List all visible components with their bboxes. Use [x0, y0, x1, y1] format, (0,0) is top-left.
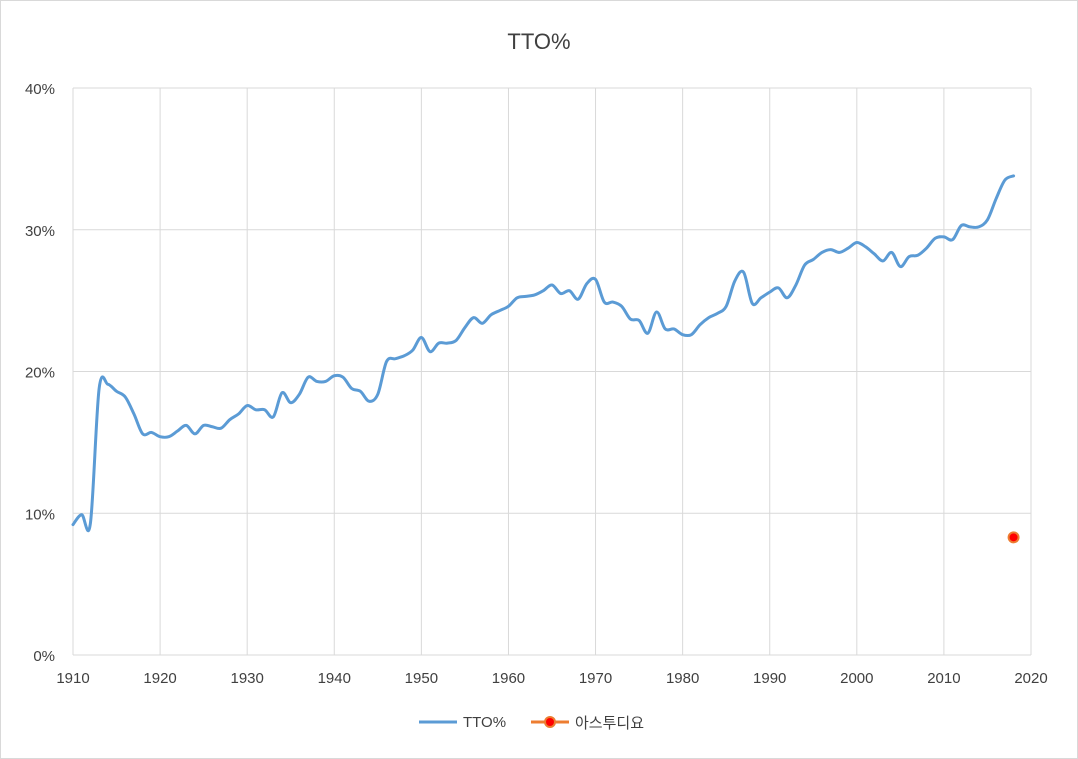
y-tick-label: 0%: [33, 648, 55, 665]
y-tick-label: 10%: [25, 506, 55, 523]
legend-label-tto: TTO%: [463, 714, 506, 731]
x-tick-label: 1990: [753, 670, 786, 687]
x-tick-label: 1930: [230, 670, 263, 687]
x-tick-label: 2010: [927, 670, 960, 687]
series-line-tto: [71, 174, 1016, 533]
legend-swatch-marker-astudillo: [544, 716, 556, 728]
x-tick-label: 1980: [666, 670, 699, 687]
series-point-astudillo: [1007, 531, 1020, 544]
y-tick-label: 20%: [25, 365, 55, 382]
series-group: [71, 174, 1020, 544]
legend-label-astudillo: 아스투디요: [575, 715, 644, 732]
x-tick-label: 1970: [579, 670, 612, 687]
x-tick-label: 1960: [492, 670, 525, 687]
grid-lines: [72, 87, 1032, 656]
x-tick-label: 1910: [56, 670, 89, 687]
x-tick-label: 1940: [318, 670, 351, 687]
y-tick-label: 40%: [25, 81, 55, 98]
x-tick-label: 2000: [840, 670, 873, 687]
x-axis-ticks: 1910 1920 1930 1940 1950 1960 1970 1980 1990 2000…: [56, 670, 1047, 687]
y-axis-ticks: 0% 10% 20% 30% 40%: [25, 81, 55, 665]
x-tick-label: 2020: [1014, 670, 1047, 687]
x-tick-label: 1950: [405, 670, 438, 687]
legend: TTO% 아스투디요: [419, 714, 644, 732]
chart-title: TTO%: [507, 29, 570, 54]
y-tick-label: 30%: [25, 223, 55, 240]
x-tick-label: 1920: [143, 670, 176, 687]
